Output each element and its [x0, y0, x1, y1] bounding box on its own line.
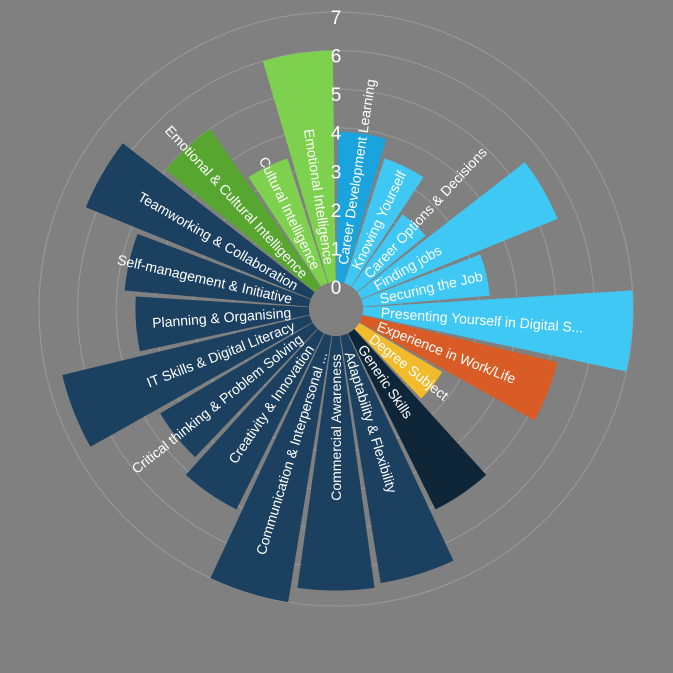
bar-7: [354, 322, 443, 399]
bar-8: [348, 329, 487, 510]
bar-12: [185, 329, 324, 510]
bar-14: [62, 315, 313, 447]
bar-18: [165, 128, 321, 292]
bar-11: [210, 333, 332, 603]
bar-19: [248, 158, 328, 287]
tick-label-7: 7: [331, 8, 342, 29]
bar-17: [85, 143, 315, 299]
bar-13: [160, 322, 318, 458]
tick-label-6: 6: [331, 47, 342, 68]
bar-4: [361, 254, 490, 307]
bar-16: [124, 233, 311, 307]
tick-label-0: 0: [331, 278, 342, 299]
center-hole: [309, 282, 363, 336]
tick-label-2: 2: [331, 201, 342, 222]
tick-label-1: 1: [331, 239, 342, 260]
tick-label-4: 4: [331, 124, 342, 145]
bar-15: [135, 296, 310, 352]
tick-label-5: 5: [331, 85, 342, 106]
tick-label-3: 3: [331, 162, 342, 183]
bar-5: [362, 290, 634, 372]
bar-0: [336, 131, 387, 284]
bars: [62, 50, 634, 603]
bar-10: [297, 335, 375, 591]
bar-2: [351, 214, 426, 292]
bar-label-10: Commercial Awareness: [328, 354, 344, 501]
bar-6: [359, 315, 558, 421]
radial-axis: 0 1 2 3 4 5 6 7: [331, 8, 342, 299]
bar-1: [344, 158, 424, 287]
bar-3: [357, 162, 558, 299]
bar-9: [340, 333, 454, 584]
bar-20: [262, 50, 336, 284]
